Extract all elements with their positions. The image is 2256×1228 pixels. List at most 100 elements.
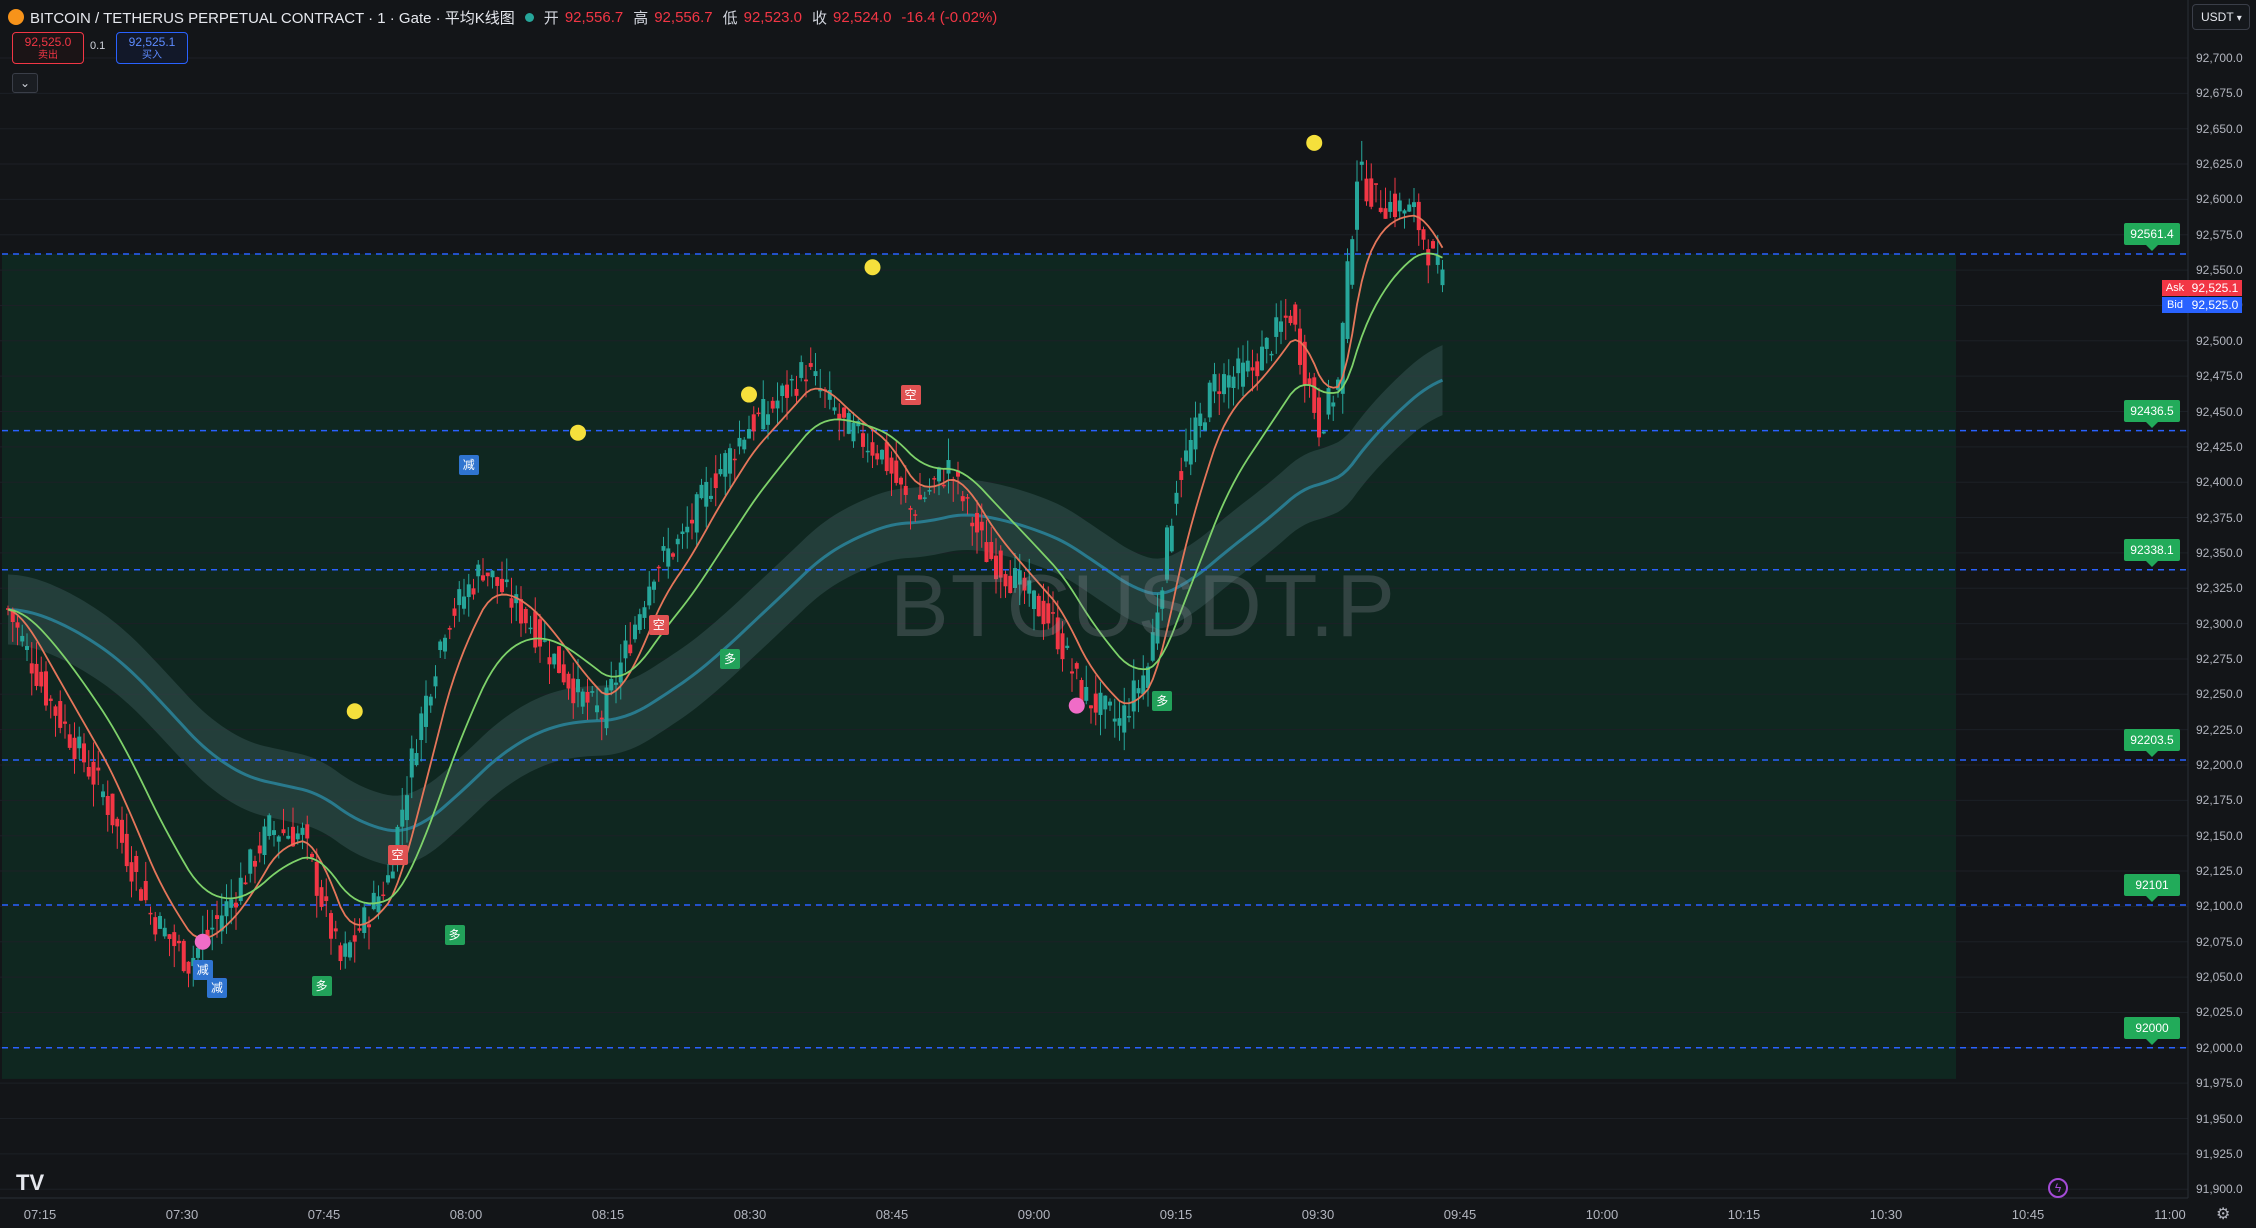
candle-body [48,698,53,701]
candle-body [704,481,709,507]
candle-body [172,932,177,947]
candle-body [1065,645,1070,649]
chevron-down-icon: ⌄ [19,76,31,90]
candle-body [656,566,661,569]
gear-icon[interactable]: ⚙ [2216,1206,2231,1223]
candle-body [348,942,352,958]
candle-body [409,748,414,778]
candle-body [63,721,67,724]
candle-body [91,761,96,785]
candle-body [528,627,533,630]
price-tick-label: 92,550.0 [2196,263,2243,278]
candle-body [979,521,984,531]
candle-body [39,671,44,687]
price-tick-label: 92,250.0 [2196,687,2243,702]
candle-body [34,663,39,686]
candle-body [1350,239,1355,285]
time-tick-label: 08:15 [591,1207,625,1222]
candle-body [1312,377,1317,413]
candle-body [1070,671,1074,674]
price-tick-label: 92,225.0 [2196,722,2243,737]
candle-body [1378,207,1383,212]
candle-body [1032,590,1036,610]
candle-body [1103,695,1108,710]
collapse-legend-button[interactable]: ⌄ [12,73,38,93]
buy-button[interactable]: 92,525.1 买入 [116,32,188,64]
high-label: 高 [633,9,649,27]
candle-body [443,637,447,652]
candle-body [115,818,120,827]
candle-body [310,853,314,858]
symbol-watermark: BTCUSDT.P [890,556,1397,655]
candle-body [975,512,979,533]
price-tick-label: 91,950.0 [2196,1111,2243,1126]
candle-body [609,678,614,691]
candle-body [338,945,343,962]
candle-body [590,691,595,693]
candle-body [960,496,965,502]
sell-button[interactable]: 92,525.0 卖出 [12,32,84,64]
candle-body [25,646,29,650]
candle-body [1084,686,1089,701]
candle-body [509,598,514,608]
candle-body [599,717,604,720]
price-tick-label: 92,125.0 [2196,864,2243,879]
ask-value: 92,525.1 [2188,280,2242,296]
candle-body [357,928,362,931]
candle-body [139,889,143,901]
candle-body [547,657,552,665]
candle-body [1160,590,1165,609]
currency-selector[interactable]: USDT ▾ [2192,4,2250,30]
price-tick-label: 92,600.0 [2196,192,2243,207]
candle-body [1165,527,1169,580]
time-tick-label: 10:45 [2011,1207,2045,1222]
candle-body [1255,361,1260,377]
candle-body [238,877,243,902]
candle-body [352,935,357,942]
candle-body [1302,341,1307,386]
candle-body [913,514,918,516]
candle-body [1141,675,1146,695]
candle-body [1264,337,1269,349]
candle-body [542,640,547,642]
candle-body [666,548,671,567]
candle-body [400,809,405,827]
candle-body [604,687,609,729]
candle-body [248,849,253,874]
buy-price: 92,525.1 [128,35,176,49]
candle-body [1051,612,1055,614]
candle-body [723,453,728,477]
candle-body [29,663,34,674]
slow-average-line [7,252,1443,905]
tradingview-logo-icon[interactable]: TV [16,1170,45,1195]
candle-body [219,915,224,932]
candle-body [1374,183,1378,185]
trade-signal-label: 减 [192,960,213,981]
peak-marker [570,424,586,441]
candle-body [1307,378,1312,385]
candle-body [557,646,561,673]
currency-value: USDT [2201,10,2234,24]
spread-value: 0.1 [90,40,106,52]
candle-body [1274,317,1279,337]
symbol-title[interactable]: BITCOIN / TETHERUS PERPETUAL CONTRACT · … [30,9,515,27]
candle-body [481,575,485,581]
time-tick-label: 08:30 [733,1207,767,1222]
price-tick-label: 92,675.0 [2196,86,2243,101]
candle-body [86,766,91,777]
candle-body [267,815,272,836]
candle-body [371,892,376,910]
candle-body [286,835,291,839]
candle-body [1112,718,1117,722]
candle-body [775,400,780,409]
candle-body [428,696,433,706]
candle-body [984,542,989,563]
candle-body [922,497,927,499]
candle-body [552,653,557,665]
candle-body [1136,688,1141,694]
bollinger-band [8,345,1443,866]
lightning-icon[interactable]: ϟ [2048,1178,2068,1198]
close-value: 92,524.0 [833,8,892,26]
candle-body [865,450,870,453]
